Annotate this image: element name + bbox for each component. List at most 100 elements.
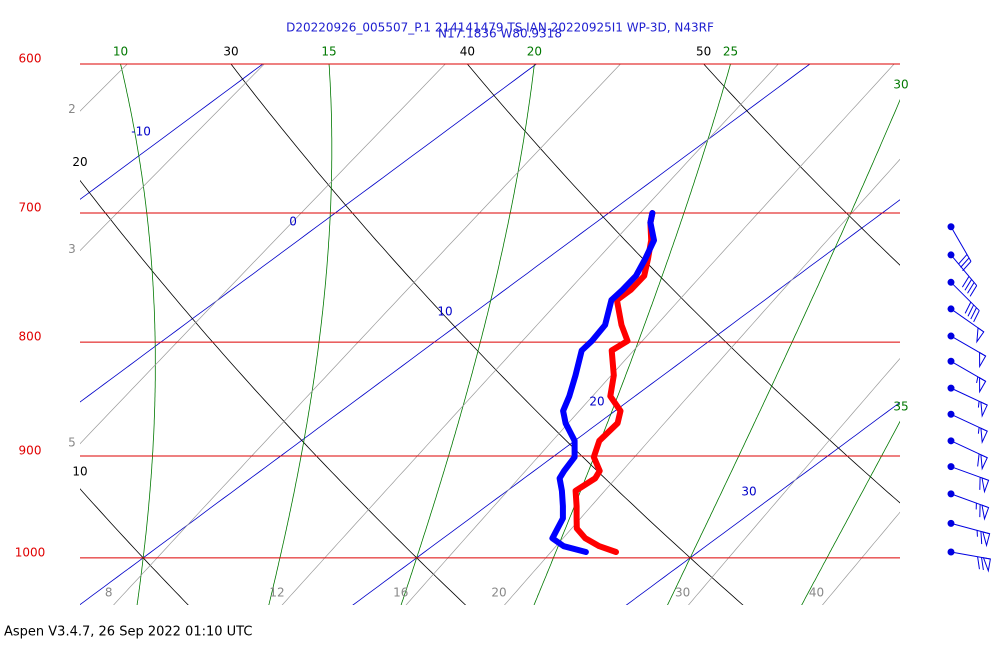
mixing-ratio-line xyxy=(688,357,900,605)
y-tick-label: 1000 xyxy=(15,545,46,559)
barb-flag xyxy=(976,326,985,344)
wind-barb xyxy=(947,548,991,573)
diagram-labels: 600 700 800 900 1000 -10 0 10 20 30 10 20 30 40 50 10 15… xyxy=(15,45,909,600)
moist-adiabat xyxy=(400,64,535,605)
barb-full xyxy=(964,301,972,314)
wind-barb xyxy=(947,519,991,548)
dry-adiabat-label: 10 xyxy=(72,464,87,478)
isotherm-label: 10 xyxy=(437,305,452,319)
y-tick-label: 800 xyxy=(19,330,42,344)
barb-half xyxy=(976,376,979,384)
mixing-ratio-label: 3 xyxy=(68,242,76,256)
y-tick-label: 700 xyxy=(19,201,42,215)
moist-adiabat-label: 15 xyxy=(321,45,336,59)
mixing-ratio-line xyxy=(80,64,446,445)
dry-adiabat-label: 50 xyxy=(696,45,711,59)
chart-subtitle: N17.1836 W80.9318 xyxy=(438,27,562,41)
wind-barb xyxy=(947,332,987,369)
barb-full xyxy=(973,310,980,323)
moist-adiabat-label: 10 xyxy=(113,45,128,59)
isotherm xyxy=(625,401,900,605)
dry-adiabat-label: 40 xyxy=(460,45,475,59)
wind-barb xyxy=(947,278,980,323)
isotherm-label: 0 xyxy=(289,215,297,229)
dry-adiabat xyxy=(80,179,467,605)
mixing-ratio-label: 20 xyxy=(491,586,506,600)
barb-full xyxy=(964,279,972,291)
barb-full xyxy=(958,254,968,265)
moist-adiabat-label: 20 xyxy=(527,45,542,59)
wind-barb xyxy=(947,437,988,471)
dry-adiabat xyxy=(80,488,189,605)
mixing-ratio-line xyxy=(822,511,900,605)
barb-staff xyxy=(950,226,972,262)
moist-adiabat xyxy=(120,64,156,605)
barb-flag xyxy=(980,427,988,444)
dry-adiabat xyxy=(230,64,744,605)
barb-staff xyxy=(950,254,978,286)
moist-adiabat-label: 35 xyxy=(893,399,908,413)
barb-staff xyxy=(950,281,980,311)
barb-full xyxy=(977,453,980,467)
mixing-ratio-label: 16 xyxy=(393,586,408,600)
barb-full xyxy=(980,531,983,545)
barb-full xyxy=(961,276,970,288)
barb-half xyxy=(977,401,980,408)
barb-full xyxy=(969,285,978,297)
barb-flag xyxy=(979,376,987,394)
isotherm xyxy=(80,64,538,403)
barb-flag xyxy=(982,557,991,573)
isotherm-label: -10 xyxy=(131,125,151,139)
wind-barb xyxy=(947,251,978,297)
moist-adiabat-label: 25 xyxy=(723,45,738,59)
y-tick-label: 900 xyxy=(19,443,42,457)
barb-flag xyxy=(981,504,990,521)
barb-full xyxy=(962,261,972,272)
isotherm xyxy=(80,64,264,200)
wind-barb xyxy=(947,357,987,394)
barb-full xyxy=(967,304,975,317)
mixing-ratio-label: 5 xyxy=(68,436,76,450)
wind-barb xyxy=(947,490,990,521)
barb-flag xyxy=(980,453,988,471)
barb-full xyxy=(981,557,984,570)
mixing-ratio-line xyxy=(405,64,895,605)
moist-adiabat-label: 30 xyxy=(893,77,908,91)
footer: Aspen V3.4.7, 26 Sep 2022 01:10 UTC xyxy=(4,625,252,640)
mixing-ratio-label: 2 xyxy=(68,102,76,116)
moist-adiabat xyxy=(268,64,333,605)
isotherm-label: 30 xyxy=(741,485,756,499)
mixing-ratio-line xyxy=(281,64,779,605)
isotherm xyxy=(352,199,900,605)
barb-full xyxy=(960,257,970,268)
chart-title: D20220926_005507_P.1 214141479 TS IAN 20… xyxy=(286,21,714,35)
temperature-trace xyxy=(572,210,656,555)
moist-adiabat xyxy=(667,98,900,605)
barb-flag xyxy=(980,401,988,418)
mixing-ratio-label: 40 xyxy=(809,586,824,600)
dry-adiabat-label: 20 xyxy=(72,155,87,169)
mixing-ratio-line xyxy=(113,64,621,605)
dry-adiabat xyxy=(703,64,900,266)
isotherm-label: 20 xyxy=(589,395,604,409)
isotherm xyxy=(80,64,811,605)
barb-half xyxy=(977,427,980,434)
barb-flag xyxy=(981,477,990,494)
barb-full xyxy=(970,307,977,320)
wind-barb xyxy=(947,223,972,272)
mixing-ratio-label: 8 xyxy=(105,586,113,600)
dry-adiabat xyxy=(466,64,900,504)
barb-full xyxy=(967,282,975,294)
wind-barb xyxy=(947,305,985,344)
wind-barb xyxy=(947,410,988,444)
y-tick-label: 600 xyxy=(19,52,42,66)
wind-barb xyxy=(947,463,990,494)
dry-adiabat-label: 30 xyxy=(223,45,238,59)
barb-flag xyxy=(982,531,991,548)
moist-adiabat xyxy=(801,420,900,605)
wind-barb xyxy=(947,384,988,418)
mixing-ratio-label: 12 xyxy=(269,586,284,600)
dewpoint-trace xyxy=(549,210,657,555)
